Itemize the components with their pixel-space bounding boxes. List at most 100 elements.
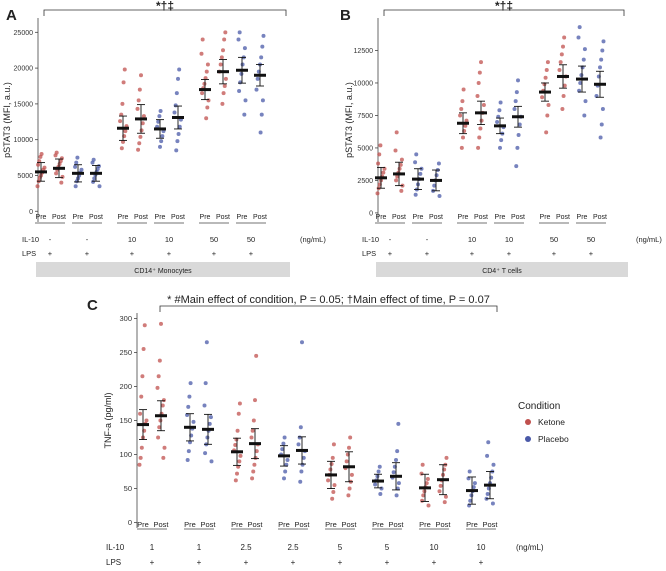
legend-swatch-placebo [525, 436, 531, 442]
x-tick-label-post: Post [593, 214, 607, 221]
significance-annotation: * #Main effect of condition, P = 0.05; †… [167, 294, 490, 306]
data-point-placebo [261, 33, 266, 38]
il10-dose-label: 5 [385, 543, 390, 552]
x-tick-label-pre: Pre [36, 214, 47, 221]
data-point-ketone [377, 152, 382, 157]
data-point-placebo [258, 130, 263, 135]
data-point-placebo [516, 132, 521, 137]
mean-marker [154, 127, 166, 131]
data-point-ketone [140, 374, 145, 379]
data-point-ketone [218, 62, 223, 67]
data-point-ketone [220, 101, 225, 106]
data-point-ketone [562, 35, 567, 40]
data-point-placebo [582, 113, 587, 118]
data-point-placebo [395, 449, 400, 454]
data-point-placebo [203, 451, 208, 456]
data-point-placebo [176, 76, 180, 81]
data-point-placebo [205, 435, 210, 440]
data-point-ketone [330, 455, 335, 460]
data-point-placebo [239, 71, 244, 76]
x-tick-label-pre: Pre [413, 214, 424, 221]
lps-label: + [589, 249, 594, 258]
data-point-ketone [161, 455, 166, 460]
data-point-placebo [176, 131, 181, 136]
mean-marker [494, 124, 506, 128]
data-point-ketone [546, 103, 551, 108]
data-point-ketone [479, 118, 484, 123]
mean-marker [296, 448, 308, 452]
mean-marker [539, 90, 551, 94]
data-point-placebo [517, 122, 522, 127]
data-point-ketone [137, 462, 142, 467]
legend-title: Condition [518, 401, 560, 412]
mean-marker [117, 126, 129, 130]
cell-type-label: CD14⁺ Monocytes [134, 268, 192, 275]
y-tick-label: 12500 [354, 48, 374, 55]
data-point-ketone [478, 126, 483, 131]
data-point-placebo [469, 493, 474, 498]
data-point-placebo [237, 89, 242, 94]
lps-label: + [507, 249, 512, 258]
lps-label: + [249, 249, 254, 258]
cell-type-label: CD4⁺ T cells [482, 268, 522, 275]
data-point-placebo [498, 100, 503, 105]
data-point-placebo [516, 78, 520, 83]
data-point-ketone [399, 188, 404, 193]
significance-annotation: *†‡ [495, 0, 513, 13]
data-point-ketone [545, 60, 550, 65]
data-point-placebo [260, 98, 265, 103]
data-point-ketone [422, 489, 427, 494]
data-point-ketone [223, 30, 228, 35]
data-point-ketone [238, 453, 243, 458]
data-point-ketone [157, 358, 162, 363]
mean-marker [466, 489, 478, 493]
data-point-ketone [481, 103, 486, 108]
data-point-ketone [544, 130, 549, 135]
data-point-placebo [285, 457, 290, 462]
mean-marker [594, 82, 606, 86]
data-point-placebo [240, 62, 245, 67]
mean-marker [217, 70, 229, 74]
data-point-ketone [137, 141, 142, 146]
mean-marker [254, 73, 266, 77]
data-point-ketone [221, 48, 225, 53]
data-point-placebo [413, 192, 418, 197]
data-point-ketone [253, 455, 258, 460]
data-point-placebo [376, 469, 381, 474]
data-point-placebo [601, 39, 606, 44]
data-point-placebo [578, 80, 583, 85]
data-point-ketone [461, 135, 465, 140]
data-point-ketone [159, 321, 163, 326]
x-tick-label-pre: Pre [458, 214, 469, 221]
data-point-ketone [251, 469, 256, 474]
data-point-placebo [375, 474, 380, 479]
data-point-placebo [188, 381, 193, 386]
row-label-lps: LPS [362, 249, 376, 258]
data-point-placebo [437, 194, 442, 199]
il10-dose-label: 1 [150, 543, 155, 552]
data-point-ketone [331, 442, 336, 447]
data-point-placebo [177, 124, 182, 129]
data-point-ketone [326, 478, 331, 483]
data-point-placebo [297, 435, 302, 440]
data-point-placebo [209, 459, 214, 464]
data-point-ketone [376, 161, 381, 166]
data-point-ketone [558, 60, 563, 65]
mean-marker [155, 414, 167, 418]
x-tick-label-post: Post [247, 520, 263, 529]
data-point-placebo [436, 161, 441, 166]
data-point-ketone [544, 67, 549, 72]
x-tick-label-post: Post [153, 520, 169, 529]
units-label: (ng/mL) [516, 543, 544, 552]
x-tick-label-post: Post [52, 214, 66, 221]
lps-label: + [385, 558, 390, 567]
data-point-placebo [208, 415, 213, 420]
data-point-placebo [255, 76, 260, 81]
data-point-placebo [396, 481, 401, 486]
row-label-lps: LPS [22, 249, 36, 258]
mean-marker [393, 172, 405, 176]
data-point-placebo [486, 440, 491, 445]
mean-marker [484, 483, 496, 487]
data-point-ketone [393, 148, 398, 153]
